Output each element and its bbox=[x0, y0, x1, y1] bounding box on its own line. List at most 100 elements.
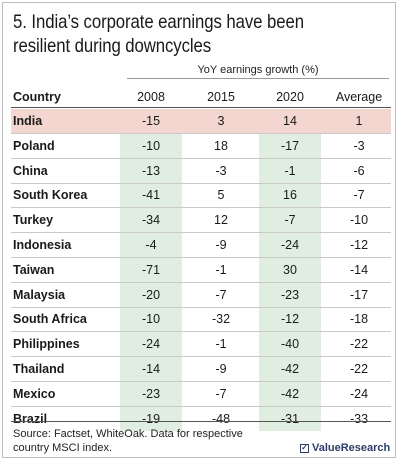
row-divider bbox=[11, 157, 391, 159]
value-2008: -24 bbox=[141, 337, 161, 352]
value-2020: -24 bbox=[280, 238, 300, 252]
row-divider bbox=[11, 281, 391, 283]
row-divider bbox=[11, 133, 391, 134]
value-2020: 30 bbox=[283, 262, 297, 277]
value-2020: -1 bbox=[284, 163, 296, 178]
row-divider bbox=[11, 356, 391, 358]
country-name: Malaysia bbox=[13, 287, 66, 302]
value-2015: 3 bbox=[217, 114, 225, 128]
row-divider bbox=[11, 405, 391, 407]
value-2020: -42 bbox=[280, 386, 300, 401]
country-name: China bbox=[13, 163, 48, 178]
brand-logo: ✓ ValueResearch bbox=[300, 442, 390, 454]
value-average: -33 bbox=[349, 411, 369, 426]
row-divider bbox=[11, 257, 391, 258]
table-row: Thailand -14 -9 -42 -22 bbox=[11, 357, 391, 382]
value-2020: -42 bbox=[280, 362, 300, 376]
value-2015: -7 bbox=[215, 287, 227, 302]
value-2020: -7 bbox=[284, 213, 296, 228]
value-2015: -7 bbox=[215, 386, 227, 401]
value-average: -6 bbox=[353, 163, 365, 178]
value-average: -18 bbox=[349, 312, 369, 327]
country-name: Mexico bbox=[13, 386, 56, 401]
table-row: Brazil -19 -48 -31 -33 bbox=[11, 407, 391, 431]
row-divider bbox=[11, 381, 391, 382]
value-average: -3 bbox=[353, 138, 365, 153]
table-row: South Africa -10 -32 -12 -18 bbox=[11, 307, 391, 333]
value-2008: -15 bbox=[141, 114, 161, 128]
value-2008: -41 bbox=[141, 188, 161, 203]
header-col-average: Average bbox=[335, 90, 383, 104]
value-2015: 18 bbox=[214, 138, 228, 153]
chart-title: 5. India’s corporate earnings have been … bbox=[13, 11, 304, 57]
value-2015: -32 bbox=[211, 312, 231, 327]
chart-card: 5. India’s corporate earnings have been … bbox=[2, 2, 396, 458]
value-average: -10 bbox=[349, 213, 369, 228]
value-2008: -14 bbox=[141, 362, 161, 376]
column-group-label: YoY earnings growth (%) bbox=[197, 64, 319, 76]
value-2008: -10 bbox=[141, 312, 161, 327]
header-country: Country bbox=[13, 90, 61, 104]
header-col-2008: 2008 bbox=[137, 90, 165, 104]
brand-name: ValueResearch bbox=[312, 442, 391, 454]
country-name: Philippines bbox=[13, 337, 80, 352]
country-name: Brazil bbox=[13, 411, 48, 426]
value-2020: -40 bbox=[280, 337, 300, 352]
source-note: Source: Factset, WhiteOak. Data for resp… bbox=[13, 428, 243, 454]
value-average: -14 bbox=[349, 262, 369, 277]
value-average: -17 bbox=[349, 287, 369, 302]
header-rule bbox=[11, 107, 391, 108]
value-2020: -12 bbox=[280, 312, 300, 327]
table-row: South Korea -41 5 16 -7 bbox=[11, 183, 391, 209]
country-name: Thailand bbox=[13, 362, 65, 376]
country-name: South Korea bbox=[13, 188, 88, 203]
column-group-rule bbox=[127, 78, 389, 79]
table-row: Taiwan -71 -1 30 -14 bbox=[11, 258, 391, 283]
value-average: -7 bbox=[353, 188, 365, 203]
value-2008: -34 bbox=[141, 213, 161, 228]
value-2008: -23 bbox=[141, 386, 161, 401]
header-col-2015: 2015 bbox=[207, 90, 235, 104]
country-name: India bbox=[13, 114, 43, 128]
row-divider bbox=[11, 207, 391, 209]
table-row: Philippines -24 -1 -40 -22 bbox=[11, 332, 391, 358]
country-name: Turkey bbox=[13, 213, 54, 228]
check-box-icon: ✓ bbox=[300, 443, 309, 453]
value-2008: -71 bbox=[141, 262, 161, 277]
value-2015: -9 bbox=[215, 362, 227, 376]
country-name: South Africa bbox=[13, 312, 87, 327]
country-name: Indonesia bbox=[13, 238, 72, 252]
value-2008: -10 bbox=[141, 138, 161, 153]
row-divider bbox=[11, 331, 391, 333]
value-2015: -48 bbox=[211, 411, 231, 426]
value-2020: 16 bbox=[283, 188, 297, 203]
row-divider bbox=[11, 306, 391, 308]
table-row: China -13 -3 -1 -6 bbox=[11, 159, 391, 184]
value-average: -24 bbox=[349, 386, 369, 401]
value-2020: -17 bbox=[280, 138, 300, 153]
value-average: -12 bbox=[349, 238, 369, 252]
country-name: Taiwan bbox=[13, 262, 55, 277]
table-bottom-rule bbox=[11, 421, 391, 422]
value-2015: 12 bbox=[214, 213, 228, 228]
table-row: Mexico -23 -7 -42 -24 bbox=[11, 382, 391, 407]
value-2008: -19 bbox=[141, 411, 161, 426]
value-2008: -4 bbox=[145, 238, 157, 252]
value-2020: -31 bbox=[280, 411, 300, 426]
value-2015: -3 bbox=[215, 163, 227, 178]
header-col-2020: 2020 bbox=[276, 90, 304, 104]
row-divider bbox=[11, 182, 391, 184]
row-divider bbox=[11, 232, 391, 234]
value-2008: -20 bbox=[141, 287, 161, 302]
table-row: Poland -10 18 -17 -3 bbox=[11, 134, 391, 159]
value-2020: 14 bbox=[283, 114, 297, 128]
value-2015: -1 bbox=[215, 262, 227, 277]
table-row: Indonesia -4 -9 -24 -12 bbox=[11, 233, 391, 258]
value-average: -22 bbox=[349, 337, 369, 352]
value-2015: -9 bbox=[215, 238, 227, 252]
table-row: India -15 3 14 1 bbox=[11, 109, 391, 134]
table-row: Malaysia -20 -7 -23 -17 bbox=[11, 283, 391, 308]
country-name: Poland bbox=[13, 138, 55, 153]
value-average: 1 bbox=[355, 114, 363, 128]
value-2015: -1 bbox=[215, 337, 227, 352]
